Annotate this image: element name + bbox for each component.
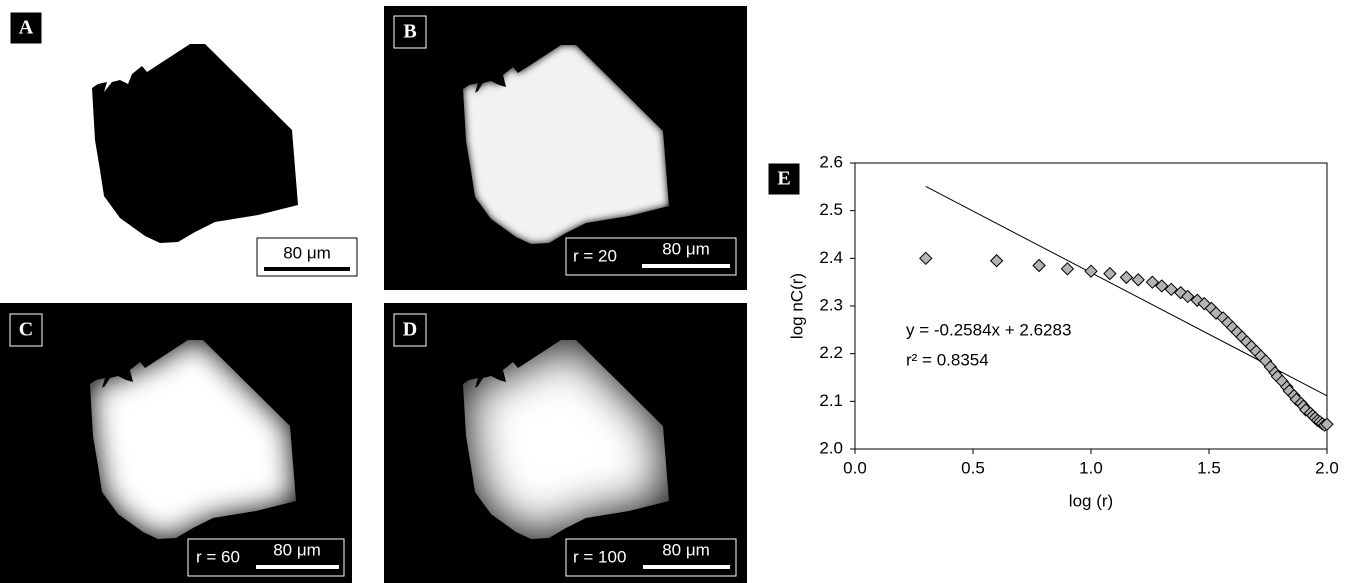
point (1061, 263, 1073, 275)
y-tick-label: 2.6 (819, 152, 843, 171)
y-axis-label: log nC(r) (787, 273, 806, 339)
panel-label: C (19, 319, 33, 341)
panel-a: A 80 μm (10, 12, 357, 276)
scale-text: 80 μm (662, 540, 710, 559)
y-tick-label: 2.1 (819, 391, 843, 410)
panel-b: B r = 20 80 μm (384, 6, 747, 290)
plot-frame (855, 163, 1327, 449)
x-tick-label: 1.0 (1079, 458, 1103, 477)
point (1120, 271, 1132, 283)
panel-d: D r = 100 80 μm (384, 303, 747, 583)
scale-text: 80 μm (662, 239, 710, 258)
y-tick-label: 2.2 (819, 343, 843, 362)
radius-text: r = 60 (196, 547, 240, 566)
y-tick-label: 2.3 (819, 295, 843, 314)
scale-text: 80 μm (283, 243, 331, 262)
radius-text: r = 100 (573, 547, 626, 566)
radius-text: r = 20 (573, 246, 617, 265)
x-tick-label: 0.5 (961, 458, 985, 477)
x-tick-label: 2.0 (1315, 458, 1339, 477)
scale-text: 80 μm (273, 540, 321, 559)
x-axis-label: log (r) (1069, 491, 1113, 510)
point (1104, 268, 1116, 280)
point (1033, 259, 1045, 271)
panel-label: A (19, 17, 34, 39)
r-squared: r² = 0.8354 (906, 350, 989, 369)
panel-label: D (403, 319, 417, 341)
point (920, 252, 932, 264)
y-tick-label: 2.5 (819, 200, 843, 219)
grain (92, 44, 298, 243)
x-tick-label: 1.5 (1197, 458, 1221, 477)
point (1132, 274, 1144, 286)
y-tick-label: 2.4 (819, 248, 843, 267)
panel-e: E log (r) log nC(r) y = -0.2584x + 2.628… (768, 152, 1339, 510)
x-tick-label: 0.0 (843, 458, 867, 477)
panel-label: E (777, 168, 790, 190)
equation: y = -0.2584x + 2.6283 (906, 320, 1071, 339)
point (991, 255, 1003, 267)
panel-label: B (403, 21, 416, 43)
y-tick-label: 2.0 (819, 438, 843, 457)
panel-c: C r = 60 80 μm (0, 303, 352, 583)
figure: A 80 μm B r = 20 80 μm C r = 60 80 μm D … (0, 0, 1359, 583)
